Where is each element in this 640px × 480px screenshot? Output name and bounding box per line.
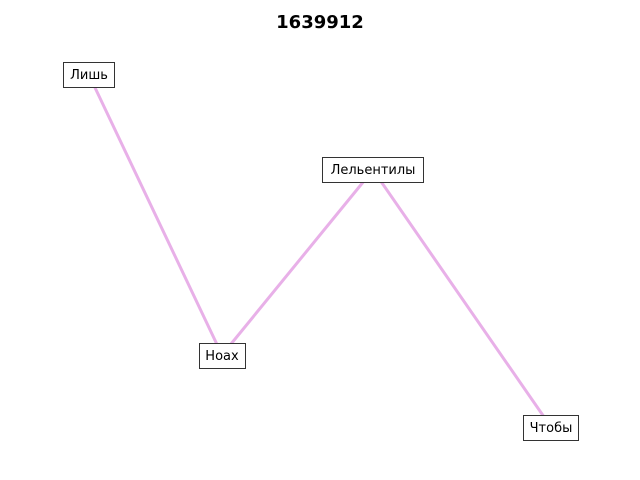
node-box	[322, 157, 424, 183]
node-label: Лельентилы	[331, 163, 416, 178]
node-chtoby[interactable]: Чтобы	[523, 415, 579, 441]
node-box	[523, 415, 579, 441]
diagram-title: 1639912	[276, 12, 364, 33]
node-box	[199, 343, 246, 369]
node-lelentily[interactable]: Лельентилы	[322, 157, 424, 183]
node-label: Ноах	[205, 349, 239, 364]
node-noah[interactable]: Ноах	[199, 343, 246, 369]
edge-lish-noah	[87, 73, 224, 357]
nodes-layer: Лишь Ноах Лельентилы Чтобы	[63, 62, 579, 441]
edges-layer	[87, 73, 553, 429]
node-box	[63, 62, 115, 88]
edge-noah-lelentily	[220, 168, 375, 357]
node-label: Чтобы	[530, 421, 573, 436]
node-label: Лишь	[70, 68, 108, 83]
edge-lelentily-chtoby	[371, 168, 553, 429]
node-lish[interactable]: Лишь	[63, 62, 115, 88]
